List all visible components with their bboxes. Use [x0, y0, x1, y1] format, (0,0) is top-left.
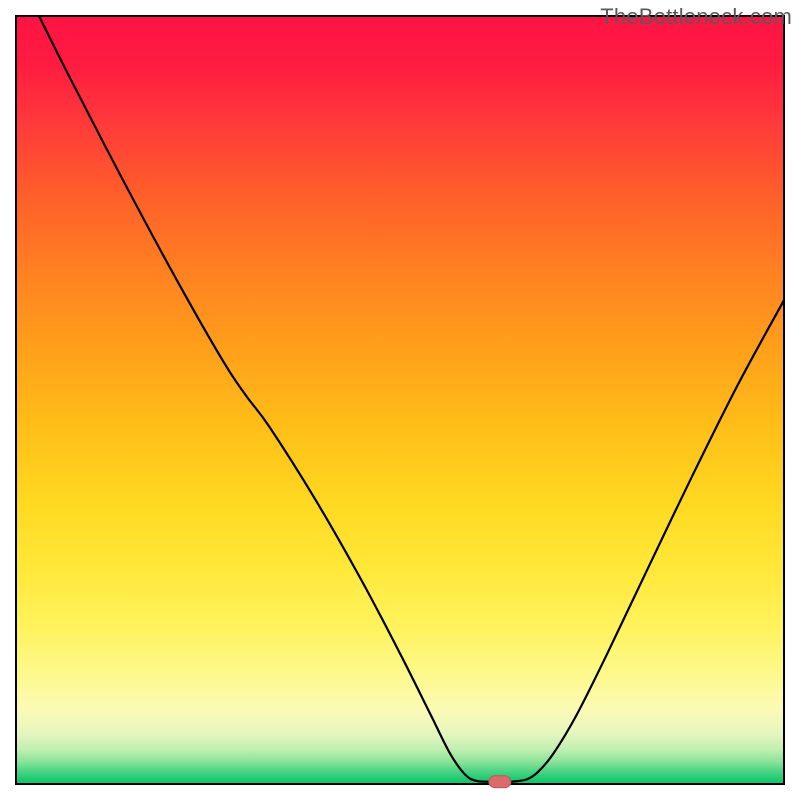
chart-container: TheBottleneck.com	[0, 0, 800, 800]
bottleneck-chart	[0, 0, 800, 800]
optimal-marker	[489, 776, 511, 788]
plot-background	[16, 16, 784, 784]
